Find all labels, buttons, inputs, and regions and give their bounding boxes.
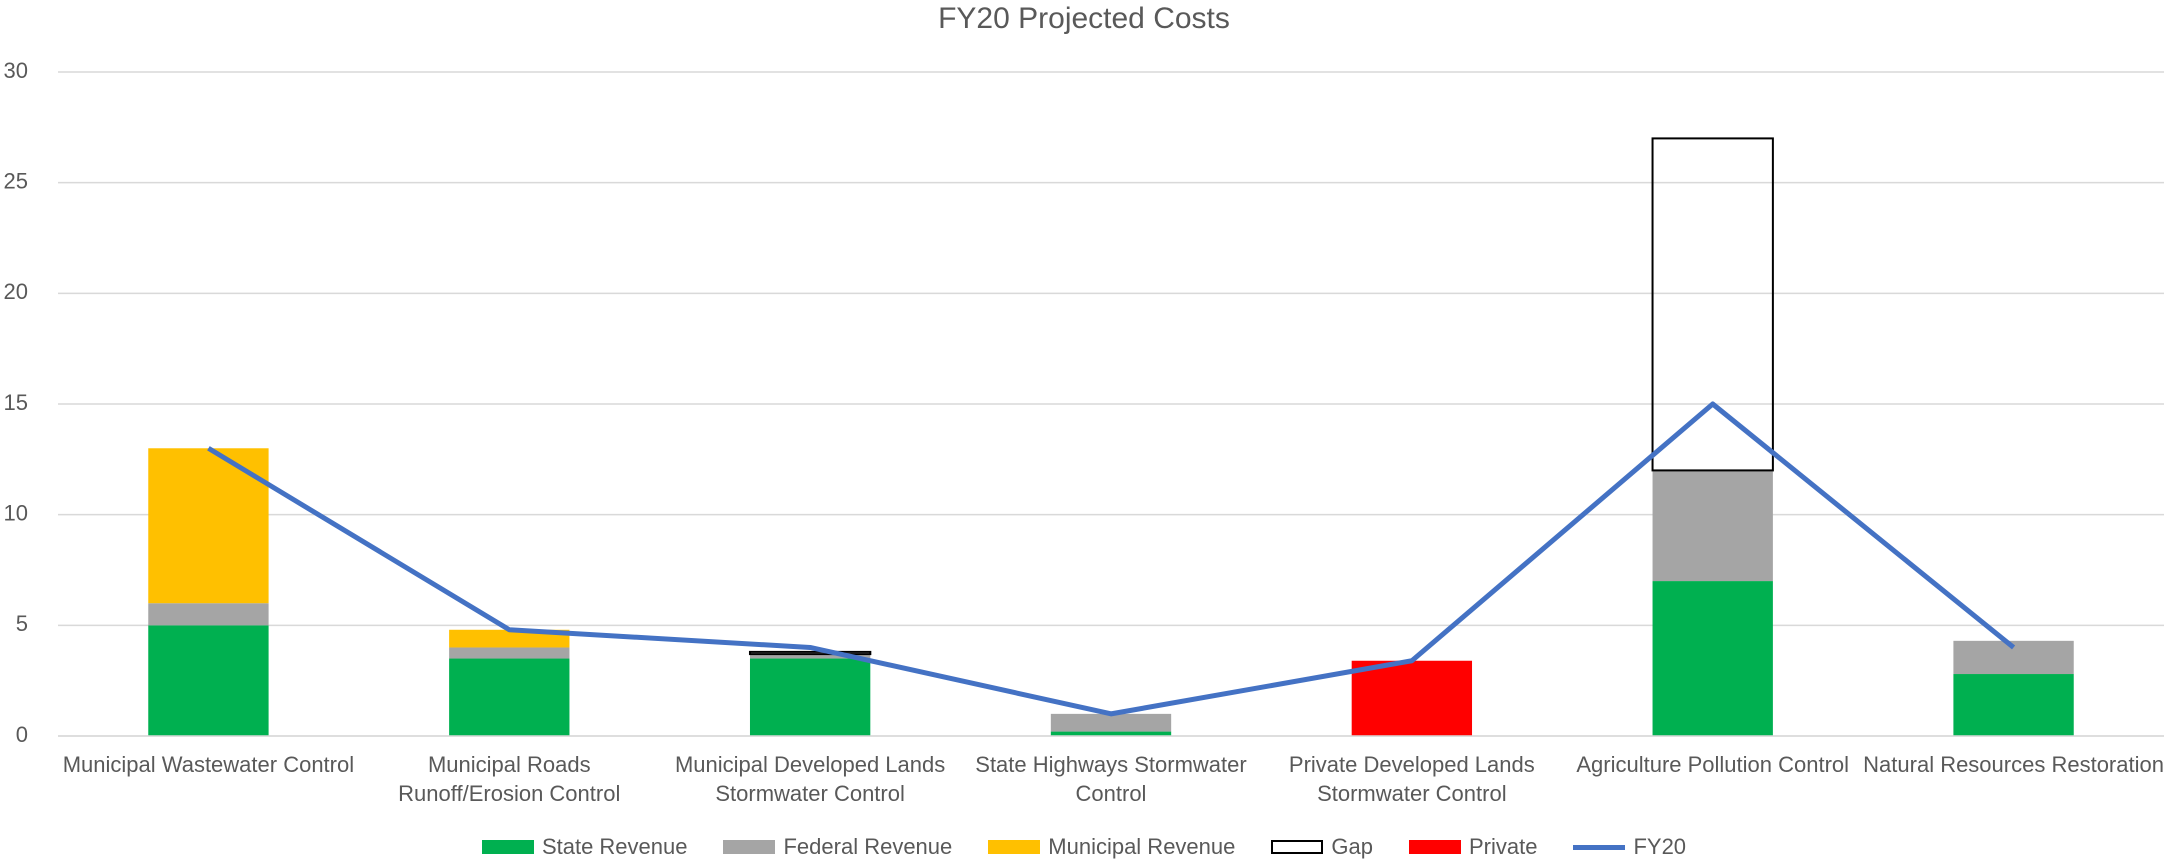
legend-swatch — [1271, 840, 1324, 854]
line — [207, 401, 2016, 717]
x-tick-label: Municipal Roads Runoff/Erosion Control — [398, 752, 621, 806]
legend-swatch — [1408, 840, 1461, 854]
legend-item: State Revenue — [481, 834, 688, 860]
legend-swatch — [481, 840, 534, 854]
y-tick-label: 5 — [16, 611, 28, 636]
legend-swatch — [723, 840, 776, 854]
legend-item: Gap — [1271, 834, 1373, 860]
x-tick-label: Private Developed Lands Stormwater Contr… — [1288, 752, 1535, 806]
bar — [148, 603, 269, 626]
legend-label: Federal Revenue — [783, 834, 953, 859]
y-tick-label: 10 — [4, 500, 28, 525]
bar — [749, 654, 871, 659]
x-tick-label: Agriculture Pollution Control — [1576, 752, 1850, 777]
bar — [1652, 581, 1773, 736]
bar — [449, 629, 570, 648]
bar — [148, 625, 269, 736]
y-tick-label: 0 — [16, 722, 28, 747]
x-tick-label: Municipal Wastewater Control — [62, 752, 355, 777]
y-tick-label: 20 — [4, 279, 28, 304]
legend-label: Private — [1468, 834, 1538, 859]
legend-item: Federal Revenue — [723, 834, 952, 860]
bar — [449, 647, 570, 659]
y-tick-label: 30 — [4, 58, 28, 83]
legend: State Revenue Federal Revenue Municipal Re… — [0, 834, 2168, 860]
chart-title: FY20 Projected Costs — [938, 2, 1230, 35]
y-tick-label: 25 — [4, 168, 28, 193]
bar — [1050, 713, 1172, 732]
legend-label: State Revenue — [541, 834, 688, 859]
x-tick-label: State Highways Stormwater Control — [975, 752, 1247, 806]
legend-item: Private — [1408, 834, 1538, 860]
y-tick-label: 15 — [4, 390, 28, 415]
bar — [449, 658, 570, 736]
bar — [1651, 137, 1774, 472]
bar — [748, 650, 872, 656]
bar — [749, 658, 871, 736]
bar — [1050, 731, 1172, 736]
legend-label: Gap — [1331, 834, 1373, 859]
bar — [1652, 470, 1773, 582]
x-tick-label: Natural Resources Restoration — [1863, 752, 2164, 777]
legend-item: FY20 — [1573, 834, 1686, 860]
legend-item: Municipal Revenue — [988, 834, 1235, 860]
bar — [1351, 660, 1473, 736]
legend-swatch — [988, 840, 1041, 854]
legend-label: FY20 — [1633, 834, 1687, 859]
bar — [1953, 674, 2074, 736]
x-tick-label: Municipal Developed Lands Stormwater Con… — [674, 752, 946, 806]
legend-swatch — [1573, 844, 1626, 850]
legend-label: Municipal Revenue — [1048, 834, 1236, 859]
